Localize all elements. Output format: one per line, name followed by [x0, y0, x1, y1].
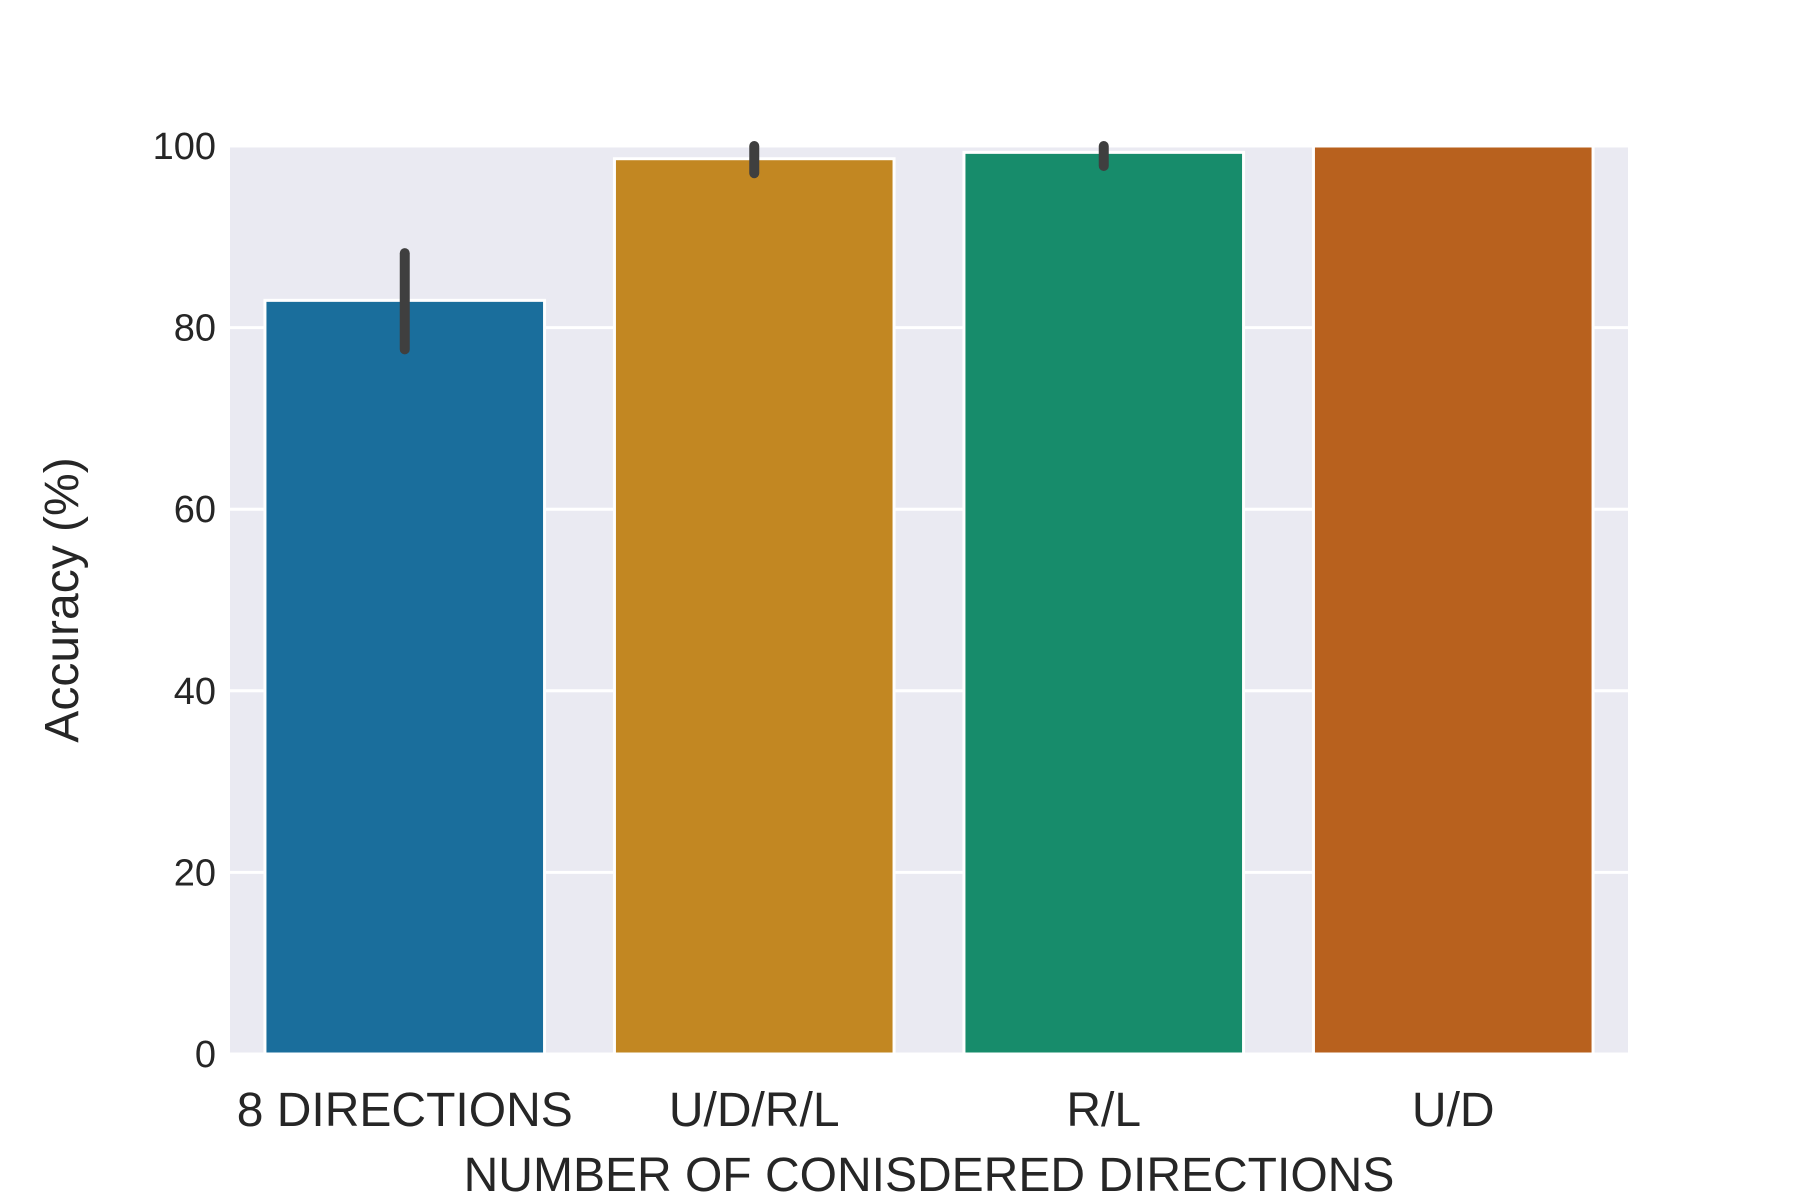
x-tick-label: U/D [1412, 1084, 1495, 1137]
bar [962, 150, 1246, 1056]
bar [612, 157, 896, 1056]
bar [1311, 144, 1595, 1056]
error-bars [399, 141, 1109, 355]
bars [263, 144, 1595, 1056]
y-tick-label: 80 [174, 308, 216, 350]
x-axis-title: NUMBER OF CONISDERED DIRECTIONS [464, 1149, 1395, 1200]
y-tick-label: 60 [174, 489, 216, 531]
y-axis-title: Accuracy (%) [36, 457, 89, 742]
x-tick-label: 8 DIRECTIONS [237, 1084, 573, 1137]
x-tick-label: U/D/R/L [669, 1084, 840, 1137]
x-tick-labels: 8 DIRECTIONS U/D/R/L R/L U/D [237, 1084, 1495, 1137]
y-tick-label: 20 [174, 852, 216, 894]
x-tick-label: R/L [1066, 1084, 1141, 1137]
y-tick-label: 100 [153, 126, 216, 168]
y-tick-label: 40 [174, 671, 216, 713]
bar [263, 298, 547, 1056]
y-tick-labels: 0 20 40 60 80 100 [153, 126, 216, 1076]
y-tick-label: 0 [195, 1034, 216, 1076]
